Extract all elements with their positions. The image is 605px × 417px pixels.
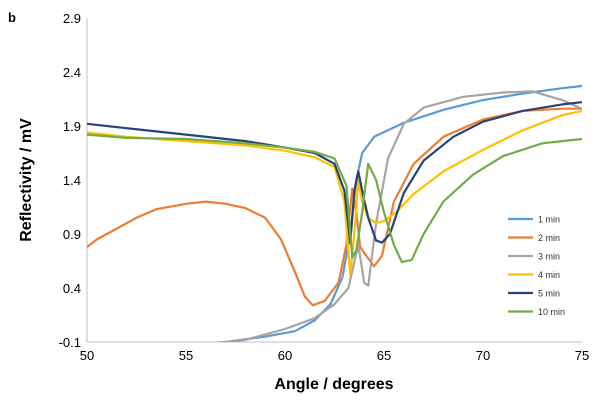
y-tick-label: 1.4	[63, 173, 81, 188]
x-tick-label: 55	[179, 348, 193, 363]
x-tick-label: 65	[377, 348, 391, 363]
x-tick-label: 70	[476, 348, 490, 363]
legend-label: 10 min	[538, 307, 565, 317]
y-tick-label: 0.9	[63, 227, 81, 242]
y-axis-ticks: -0.1 0.4 0.9 1.4 1.9 2.4 2.9	[59, 11, 81, 350]
series-line-2	[87, 107, 582, 307]
series-line-4	[87, 109, 582, 277]
legend-label: 5 min	[538, 289, 560, 299]
legend-label: 2 min	[538, 233, 560, 243]
legend-label: 4 min	[538, 270, 560, 280]
series-line-5	[87, 101, 582, 244]
y-tick-label: 0.4	[63, 281, 81, 296]
series-line-6	[87, 133, 582, 264]
x-axis-ticks: 50 55 60 65 70 75	[80, 348, 589, 363]
x-tick-label: 75	[575, 348, 589, 363]
legend-label: 3 min	[538, 252, 560, 262]
legend: 1 min 2 min 3 min 4 min 5 min 10 min	[508, 215, 565, 317]
y-tick-label: -0.1	[59, 335, 81, 350]
series-lines	[87, 84, 582, 342]
legend-label: 1 min	[538, 215, 560, 225]
panel-label: b	[8, 10, 16, 25]
x-tick-label: 50	[80, 348, 94, 363]
y-axis-title: Reflectivity / mV	[18, 118, 35, 242]
y-tick-label: 2.4	[63, 65, 81, 80]
series-line-3	[219, 90, 582, 342]
series-line-1	[213, 84, 582, 342]
x-tick-label: 60	[278, 348, 292, 363]
plot-area	[86, 18, 582, 343]
y-tick-label: 2.9	[63, 11, 81, 26]
y-tick-label: 1.9	[63, 119, 81, 134]
x-axis-title: Angle / degrees	[274, 376, 393, 393]
